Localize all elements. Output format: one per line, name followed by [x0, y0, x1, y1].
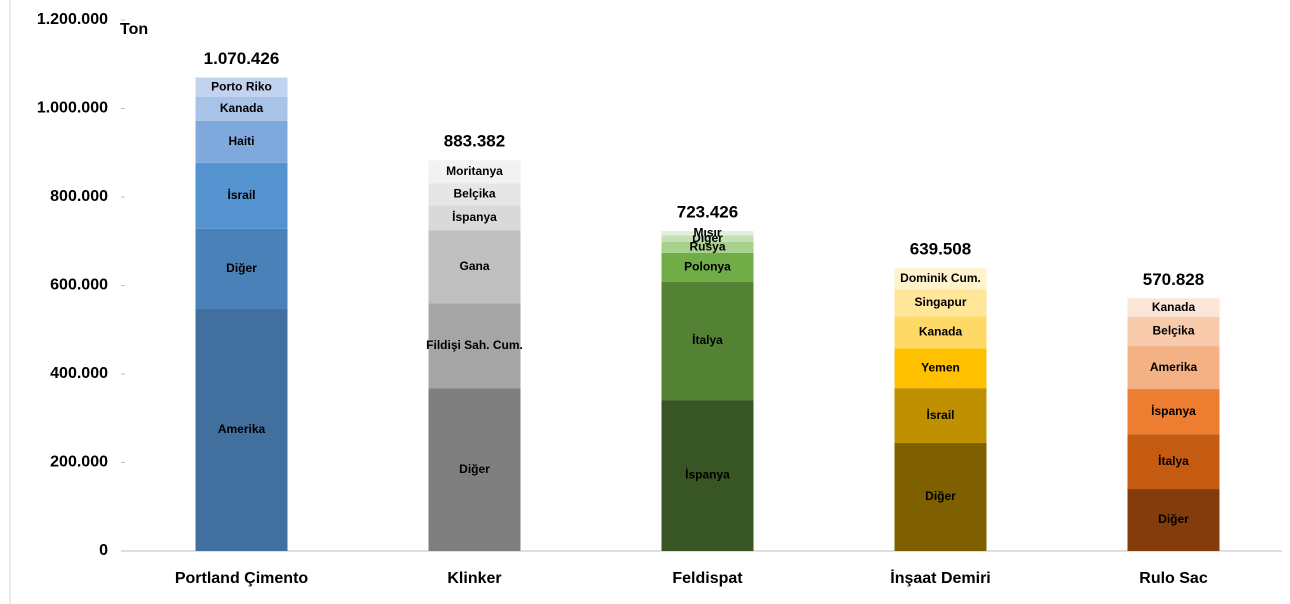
- segment-label: İspanya: [1151, 403, 1196, 418]
- bar-segment: [428, 230, 521, 304]
- bar-segment: [894, 316, 987, 349]
- segment-label: İsrail: [227, 187, 255, 202]
- bar-segment: [661, 241, 754, 253]
- segment-label: Kanada: [919, 325, 963, 339]
- bar-segment: [195, 77, 288, 97]
- segment-label: Belçika: [1152, 324, 1194, 338]
- segment-label: İtalya: [1158, 453, 1189, 468]
- bar-segment: [894, 268, 987, 290]
- y-axis-label: Ton: [120, 21, 148, 38]
- segment-label: Singapur: [914, 295, 966, 309]
- segment-label: Diğer: [226, 261, 257, 275]
- x-tick-label: Feldispat: [672, 570, 743, 587]
- segment-label: Rusya: [689, 239, 725, 253]
- segment-label: Fildişi Sah. Cum.: [426, 338, 523, 352]
- bar-segment: [195, 228, 288, 309]
- x-tick-label: Portland Çimento: [175, 570, 309, 587]
- segment-label: Diğer: [459, 462, 490, 476]
- bar-segment: [894, 348, 987, 389]
- bar-segment: [661, 235, 754, 242]
- segment-label: Gana: [459, 259, 489, 273]
- x-tick-label: Rulo Sac: [1139, 570, 1208, 587]
- bar-segment: [195, 308, 288, 551]
- bar-segment: [1127, 434, 1220, 490]
- bar-segment: [195, 96, 288, 121]
- bar-segment: [428, 160, 521, 184]
- bar-segment: [661, 252, 754, 282]
- segment-label: Diğer: [1158, 512, 1189, 526]
- total-label: 883.382: [444, 132, 505, 151]
- bar-segment: [195, 120, 288, 163]
- y-tick-label: 1.200.000: [37, 11, 108, 28]
- total-label: 639.508: [910, 240, 971, 259]
- bar-segment: [428, 388, 521, 551]
- bar-segment: [661, 231, 754, 236]
- segment-label: Haiti: [228, 134, 254, 148]
- y-tick-label: 200.000: [50, 454, 108, 471]
- segment-label: Dominik Cum.: [900, 271, 981, 285]
- segment-label: İtalya: [692, 332, 723, 347]
- bar-segment: [661, 281, 754, 401]
- segment-label: İspanya: [685, 467, 730, 482]
- segment-label: İspanya: [452, 209, 497, 224]
- bar-segment: [1127, 316, 1220, 347]
- bar-segment: [1127, 389, 1220, 435]
- segment-label: Mısır: [693, 225, 721, 239]
- bar-segment: [428, 183, 521, 206]
- bar-segment: [1127, 298, 1220, 317]
- y-tick-label: 600.000: [50, 277, 108, 294]
- y-tick-label: 0: [99, 542, 108, 559]
- segment-label: Moritanya: [446, 164, 503, 178]
- segment-label: Porto Riko: [211, 79, 272, 93]
- segment-label: Amerika: [218, 422, 266, 436]
- y-tick-label: 400.000: [50, 365, 108, 382]
- segment-label: İsrail: [926, 407, 954, 422]
- y-tick-label: 1.000.000: [37, 100, 108, 117]
- bar-segment: [428, 205, 521, 231]
- segment-label: Diğer: [925, 489, 956, 503]
- total-label: 723.426: [677, 202, 738, 221]
- bar-segment: [661, 400, 754, 551]
- total-label: 570.828: [1143, 270, 1204, 289]
- x-tick-label: Klinker: [447, 570, 501, 587]
- segment-label: Polonya: [684, 260, 731, 274]
- segment-label: Amerika: [1150, 360, 1198, 374]
- bar-segment: [1127, 489, 1220, 551]
- bar-segment: [894, 443, 987, 551]
- bar-segment: [195, 162, 288, 229]
- total-label: 1.070.426: [204, 49, 280, 68]
- segment-label: Kanada: [220, 101, 264, 115]
- y-tick-label: 800.000: [50, 188, 108, 205]
- bar-segment: [1127, 346, 1220, 390]
- x-tick-label: İnşaat Demiri: [890, 569, 990, 587]
- bar-segment: [894, 388, 987, 444]
- segment-label: Belçika: [453, 187, 495, 201]
- segment-label: Kanada: [1152, 300, 1196, 314]
- segment-label: Yemen: [921, 360, 960, 374]
- bar-segment: [428, 303, 521, 389]
- bar-segment: [894, 289, 987, 317]
